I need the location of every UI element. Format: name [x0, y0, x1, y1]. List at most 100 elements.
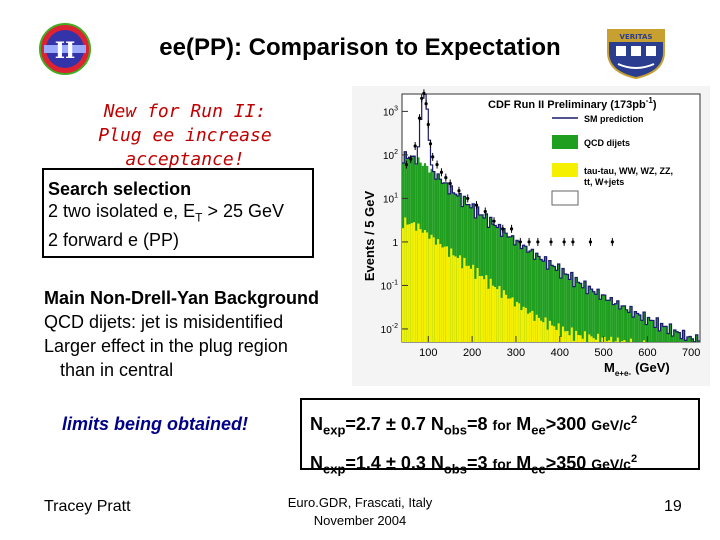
data-point [431, 155, 435, 159]
other-bin [456, 258, 459, 342]
venue: Euro.GDR, Frascati, Italy [287, 495, 433, 510]
other-bin [548, 320, 551, 342]
qcd-bin [689, 336, 692, 342]
other-bin [432, 237, 435, 342]
r2-cut: >350 [545, 452, 587, 473]
other-bin [441, 247, 444, 342]
qcd-bin [645, 324, 648, 342]
data-point [448, 181, 452, 186]
author: Tracey Pratt [44, 498, 131, 515]
qcd-bin [610, 297, 613, 342]
background-header: Main Non-Drell-Yan Background [44, 288, 320, 308]
qcd-bin [515, 240, 519, 342]
other-bin [601, 337, 604, 342]
data-point [417, 116, 422, 120]
qcd-bin [658, 330, 661, 342]
qcd-bin [557, 264, 560, 342]
qcd-bin [526, 252, 530, 342]
logo-numeral: II [55, 38, 76, 64]
other-bin [408, 224, 411, 342]
other-bin [465, 265, 468, 342]
other-bin [472, 264, 475, 342]
other-bin [494, 287, 497, 342]
page-number: 19 [664, 498, 682, 515]
y-tick-label: 10-2 [381, 323, 398, 336]
r2-obsval: =3 [466, 452, 488, 473]
qcd-bin [529, 250, 532, 342]
qcd-bin [629, 306, 633, 342]
x-tick-label: 500 [594, 347, 612, 359]
data-point [501, 227, 505, 231]
sm-prediction-line [402, 93, 700, 343]
other-bin [570, 327, 573, 342]
background-line-1: QCD dijets: jet is misidentified [44, 312, 284, 332]
qcd-bin [559, 278, 562, 342]
limits-note: limits being obtained! [62, 414, 249, 434]
qcd-bin [572, 286, 576, 342]
other-bin [597, 333, 600, 342]
university-crest: VERITAS [604, 22, 668, 80]
qcd-bin [647, 317, 650, 342]
qcd-bin [684, 340, 687, 342]
histogram-svg: 100 200 300 400 500 600 700103102101110-110-2 … [352, 86, 710, 386]
y-tick-label: 102 [383, 149, 398, 162]
r2-exp: exp [323, 461, 346, 477]
other-bin [412, 222, 416, 342]
qcd-bin [686, 336, 690, 342]
qcd-bin [548, 260, 551, 342]
other-bin [410, 223, 413, 342]
qcd-bin [487, 227, 490, 342]
qcd-bin [632, 317, 635, 342]
x-tick-label: 200 [463, 347, 481, 359]
other-bin [448, 256, 451, 342]
search-line-2: 2 two isolated e, ET > 25 GeV [48, 200, 308, 229]
qcd-bin [605, 300, 608, 342]
r1-m: M [516, 414, 532, 434]
data-point [444, 176, 448, 180]
data-point [404, 162, 408, 167]
r2-unit: GeV/c [591, 455, 631, 472]
other-bin [428, 238, 431, 342]
qcd-bin [544, 256, 547, 342]
other-bin [461, 268, 464, 342]
y-tick-label: 10-1 [381, 279, 398, 292]
qcd-bin [570, 272, 573, 342]
other-bin [500, 297, 503, 342]
data-point [571, 240, 575, 244]
x-axis-label: Me+e- (GeV) [604, 360, 670, 378]
other-bin [445, 246, 449, 342]
data-point [527, 240, 531, 244]
r1-exp: exp [323, 422, 346, 438]
other-bin [643, 340, 646, 342]
qcd-bin [643, 312, 646, 342]
y-tick-label: 1 [392, 238, 398, 249]
legend: SM prediction QCD dijets tau-tau, WW, WZ, … [551, 114, 673, 206]
other-bin [557, 323, 560, 342]
note-line-1: New for Run II: [103, 101, 267, 122]
other-bin [483, 279, 486, 342]
qcd-bin [618, 308, 622, 342]
qcd-bin [522, 245, 525, 342]
r1-pow: 2 [630, 414, 638, 426]
qcd-bin [695, 334, 698, 342]
other-bin [496, 289, 499, 342]
other-bin [572, 340, 576, 342]
r1-nobs: N [430, 414, 444, 434]
histogram-layer [402, 93, 700, 343]
qcd-bin [651, 320, 654, 342]
data-point [474, 203, 479, 207]
other-bin [502, 290, 505, 342]
other-bin [515, 301, 519, 342]
qcd-bin [649, 320, 652, 342]
data-point [588, 240, 593, 244]
qcd-bin [500, 236, 503, 342]
data-points-layer [404, 89, 614, 246]
other-bin [590, 336, 593, 342]
other-bin [513, 306, 516, 342]
other-bin [566, 331, 569, 342]
background-line-2: Larger effect in the plug region [44, 336, 288, 356]
other-bin [452, 255, 455, 342]
other-bin [583, 331, 587, 342]
other-bin [529, 312, 532, 342]
qcd-bin [656, 317, 659, 342]
